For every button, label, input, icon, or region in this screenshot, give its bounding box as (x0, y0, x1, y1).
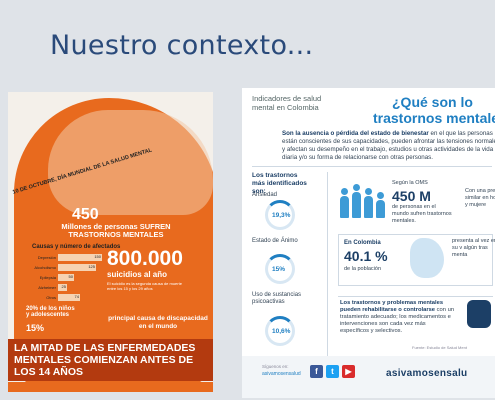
cause-bar: 50 (58, 274, 74, 281)
colombia-percent: 40.1 % (344, 248, 388, 264)
disorders-column-title: Los trastornos más identificados son: (252, 172, 307, 195)
cause-row: Depresión 150 (32, 253, 102, 262)
oms-text: de personas en el mundo sufren trastorno… (392, 204, 452, 224)
indicators-title: Indicadores de salud mental en Colombia (252, 94, 322, 112)
colombia-text: de la población (344, 266, 382, 272)
indicator-ring (265, 200, 295, 230)
footer-handle-small[interactable]: asivamosensalud (262, 371, 301, 377)
rehab-bold: Los trastornos y problemas mentales pued… (340, 300, 444, 313)
mental-health-day-infographic: 10 DE OCTUBRE, DÍA MUNDIAL DE LA SALUD M… (8, 92, 213, 392)
colombia-box (338, 234, 493, 286)
definition-rest: en el que las personas están conscientes… (282, 130, 495, 161)
cause-bar: 150 (58, 254, 102, 261)
rehab-text: Los trastornos y problemas mentales pued… (340, 300, 455, 335)
prevalence-text: Con una preval similar en hom y mujere (465, 188, 495, 208)
causes-bar-chart: Depresión 150 Alcoholismo 125 Epilepsia 50 … (32, 253, 102, 303)
twitter-icon[interactable]: t (326, 365, 339, 378)
indicator-ring (265, 254, 295, 284)
cause-bar: 74 (58, 294, 80, 301)
rehab-rest: con un tratamiento adecuado; los medicam… (340, 307, 455, 334)
indicator-ring (265, 316, 295, 346)
cause-label: Alzheimer (38, 285, 56, 290)
pills-icon (467, 300, 491, 328)
banner-text: LA MITAD DE LAS ENFERMEDADES MENTALES CO… (14, 342, 196, 378)
colombia-map-icon (410, 238, 444, 278)
cause-label: Alcoholismo (34, 265, 56, 270)
cause-row: Alcoholismo 125 (32, 263, 102, 272)
cause-bar: 125 (58, 264, 96, 271)
colombia-indicators-infographic: Indicadores de salud mental en Colombia … (242, 88, 495, 398)
source-note: Fuente: Estudio de Salud Ment (412, 345, 467, 350)
indicator-label: Ansiedad (252, 192, 278, 198)
people-icon (340, 184, 385, 218)
indicator-label: Uso de sustancias psicoactivas (252, 292, 302, 305)
banner-band (8, 339, 213, 381)
slide-title: Nuestro contexto... (50, 30, 314, 61)
causes-title: Causas y número de afectados (32, 244, 121, 250)
suicides-number: 800.000 (107, 247, 183, 270)
cause-row: Epilepsia 50 (32, 273, 102, 282)
definition-text: Son la ausencia o pérdida del estado de … (282, 130, 495, 162)
cause-label: Epilepsia (39, 275, 56, 280)
oms-number: 450 M (392, 188, 431, 204)
indicator-value: 10,6% (272, 328, 291, 335)
cause-row: Otros 74 (32, 293, 102, 302)
percent-15: 15% (26, 323, 45, 333)
bottom-strip (8, 382, 213, 392)
indicator-value: 15% (272, 266, 286, 273)
footer (242, 356, 495, 398)
indicator-label: Estado de Ánimo (252, 238, 298, 244)
big-number-subtitle: Millones de personas SUFREN TRASTORNOS M… (61, 222, 171, 239)
big-number: 450 (72, 206, 99, 223)
colombia-side-text: presenta al vez en su v algún tras menta (452, 238, 495, 258)
question-heading-line2: trastornos mentales (373, 110, 495, 126)
suicides-note: El suicidio es la segunda causa de muert… (107, 281, 182, 291)
question-heading-line1: ¿Qué son lo (392, 94, 473, 110)
divider (338, 296, 493, 297)
youtube-icon[interactable]: ▶ (342, 365, 355, 378)
brain-graphic (48, 110, 213, 215)
disability-note: principal causa de discapacidad en el mu… (108, 315, 208, 330)
cause-row: Alzheimer 25 (32, 283, 102, 292)
column-divider (327, 172, 328, 372)
suicides-label: suicidios al año (107, 270, 168, 279)
footer-follow-label: Síguenos en: (262, 364, 289, 369)
definition-bold: Son la ausencia o pérdida del estado de … (282, 130, 429, 137)
indicator-value: 19,3% (272, 212, 291, 219)
cause-label: Otros (46, 295, 56, 300)
footer-handle[interactable]: asivamosensalu (386, 368, 468, 379)
oms-label: Según la OMS (392, 180, 428, 186)
children-percent: 20% de los niños y adolescentes (26, 306, 75, 318)
divider (252, 166, 492, 167)
facebook-icon[interactable]: f (310, 365, 323, 378)
cause-bar: 25 (58, 284, 67, 291)
cause-label: Depresión (37, 255, 56, 260)
colombia-label: En Colombia (344, 240, 381, 246)
